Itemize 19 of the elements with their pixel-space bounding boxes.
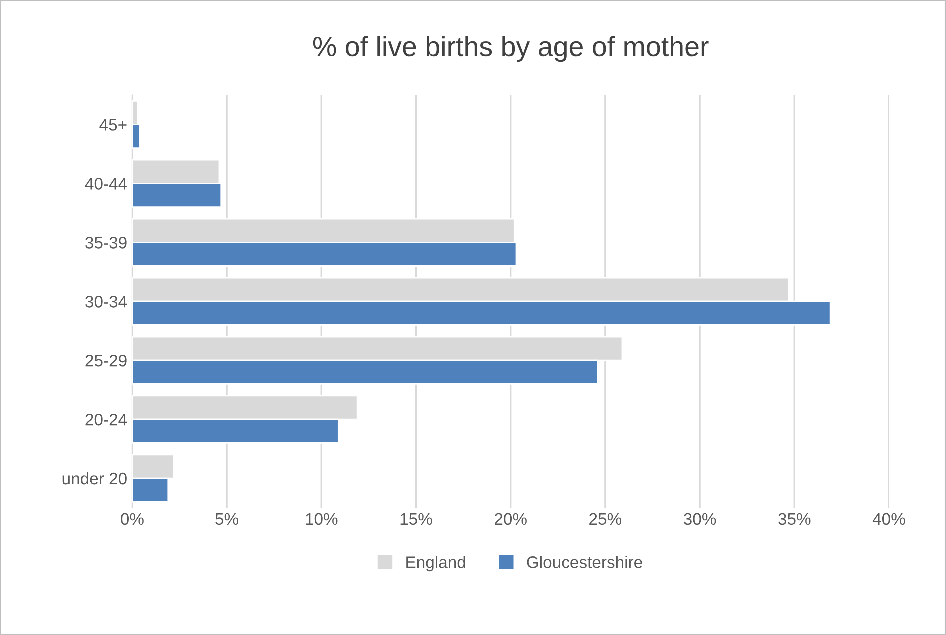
y-tick-label: 35-39 xyxy=(86,237,127,249)
legend-label: England xyxy=(406,556,466,572)
legend-label: Gloucestershire xyxy=(527,556,642,568)
x-tick-label: 25% xyxy=(590,513,622,526)
y-tick-label: under 20 xyxy=(62,472,127,485)
chart-title: % of live births by age of mother xyxy=(313,36,709,62)
x-tick-label: 0% xyxy=(121,513,144,526)
x-tick-label: 5% xyxy=(216,513,238,526)
y-tick-label: 45+ xyxy=(100,119,127,131)
x-tick-label: 15% xyxy=(400,513,432,526)
x-tick-label: 20% xyxy=(495,513,527,526)
y-tick-label: 40-44 xyxy=(85,178,128,190)
x-tick-label: 30% xyxy=(684,513,716,526)
y-tick-label: 30-34 xyxy=(86,296,128,308)
y-tick-label: 25-29 xyxy=(86,354,127,367)
x-tick-label: 35% xyxy=(778,513,811,526)
y-tick-label: 20-24 xyxy=(86,414,128,426)
x-tick-label: 10% xyxy=(306,513,338,526)
x-tick-label: 40% xyxy=(872,513,906,526)
